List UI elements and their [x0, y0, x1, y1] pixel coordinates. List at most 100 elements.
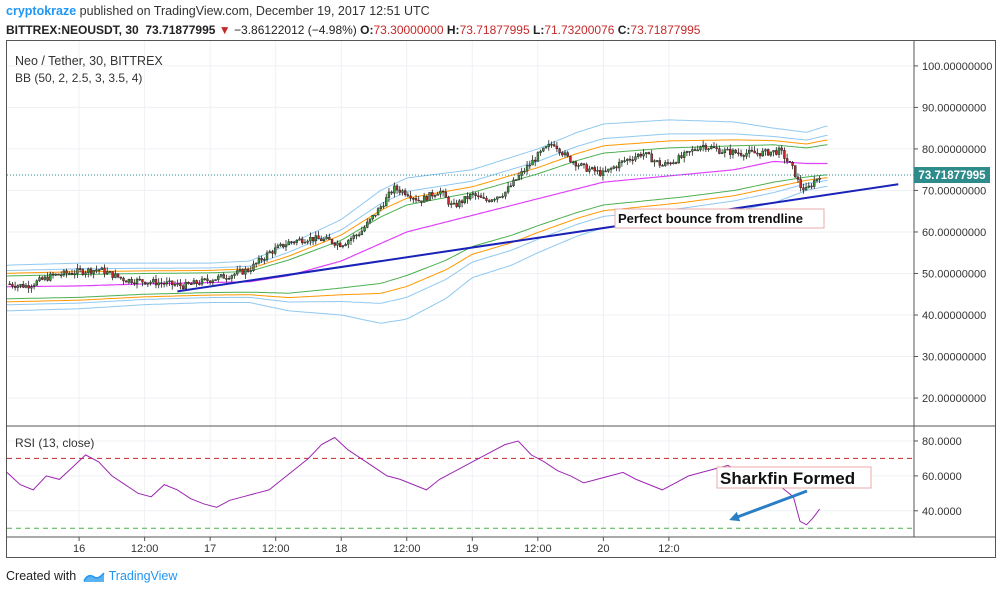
candle-body [62, 270, 66, 276]
candle-body [777, 147, 781, 155]
candle [742, 154, 745, 161]
candle [320, 235, 323, 242]
candle [282, 243, 285, 249]
candle-body [534, 159, 537, 162]
open-value: 73.30000000 [373, 23, 444, 37]
candle-body [761, 150, 764, 157]
footer: Created with TradingView [6, 569, 177, 583]
ohlc-header: BITTREX:NEOUSDT, 30 73.71877995 ▼ −3.861… [6, 23, 700, 37]
candle [179, 279, 182, 290]
candle [268, 249, 271, 254]
candle [783, 147, 786, 164]
candle [146, 282, 150, 288]
candle-body [558, 148, 561, 153]
candle [211, 278, 215, 285]
candle [604, 166, 607, 173]
candle-body [788, 160, 792, 163]
candle [43, 275, 47, 282]
candle [322, 237, 326, 243]
candle-body [292, 241, 296, 244]
sharkfin-annotation[interactable]: Sharkfin Formed [716, 466, 872, 489]
candle-body [723, 149, 727, 153]
candle [184, 278, 187, 290]
candle-body [517, 175, 521, 180]
candle [813, 176, 816, 189]
trendline[interactable] [177, 183, 899, 293]
candle-body [168, 280, 171, 283]
tradingview-link[interactable]: TradingView [108, 569, 178, 583]
candle [420, 200, 423, 207]
candle-body [463, 196, 466, 203]
candle-body [22, 283, 25, 288]
bb-band-2-5-upper [6, 139, 828, 274]
price-tag-text: 73.71877995 [918, 170, 986, 182]
candle-body [374, 214, 377, 217]
candle-body [217, 275, 220, 280]
candle-body [301, 238, 304, 244]
candle [135, 277, 139, 289]
candle-body [531, 159, 534, 166]
candle-body [628, 158, 632, 161]
candle [558, 147, 561, 156]
candle-body [509, 185, 513, 188]
candle-body [520, 171, 523, 176]
candle-body [290, 241, 293, 243]
candle-body [745, 152, 748, 157]
candle-body [263, 259, 266, 261]
candle [401, 188, 404, 196]
candle-body [593, 167, 597, 172]
candle-body [81, 269, 85, 275]
candle [57, 273, 60, 276]
candle [371, 214, 374, 221]
candle-body [466, 196, 469, 200]
rsi-tick-label: 40.0000 [922, 506, 962, 518]
candle-body [444, 191, 448, 198]
candle [450, 200, 453, 209]
candle-body [51, 273, 55, 276]
candle-body [669, 162, 672, 165]
trendline-annotation[interactable]: Perfect bounce from trendline [614, 208, 825, 229]
candle [580, 162, 583, 167]
candle [176, 279, 179, 287]
candle [154, 274, 158, 289]
candle-body [344, 243, 347, 246]
candle-body [395, 185, 399, 191]
candle [485, 195, 488, 203]
candle [19, 283, 22, 289]
candle-body [802, 187, 805, 191]
candle [287, 238, 290, 246]
candle [41, 275, 44, 281]
candle [777, 146, 781, 159]
candle [769, 151, 773, 157]
candle [577, 163, 580, 170]
candle [479, 192, 483, 198]
candle-body [325, 236, 328, 240]
candle-body [97, 269, 101, 271]
chart-frame[interactable]: 20.00000000 30.00000000 40.00000000 50.0000… [6, 40, 996, 558]
candle [571, 160, 575, 165]
author-link[interactable]: cryptokraze [6, 4, 77, 18]
candle [425, 195, 429, 202]
candle-body [13, 285, 17, 288]
candle [723, 147, 727, 158]
candle [347, 238, 350, 249]
candle [124, 280, 128, 283]
candle-body [609, 168, 613, 170]
candle [349, 235, 353, 245]
candle-body [114, 273, 117, 278]
candle-body [666, 162, 670, 164]
candle-body [577, 165, 580, 167]
candle [265, 250, 269, 262]
candle [279, 242, 282, 247]
candle [631, 155, 634, 165]
x-tick-label: 12:00 [524, 543, 552, 555]
candle-body [807, 185, 810, 188]
candle [455, 199, 458, 209]
candle [748, 145, 751, 158]
candle-body [138, 278, 141, 281]
candle [341, 244, 345, 249]
candle [51, 272, 55, 279]
chart-svg[interactable]: 20.00000000 30.00000000 40.00000000 50.0000… [6, 41, 995, 557]
candle-body [241, 269, 244, 275]
candle [271, 249, 274, 258]
